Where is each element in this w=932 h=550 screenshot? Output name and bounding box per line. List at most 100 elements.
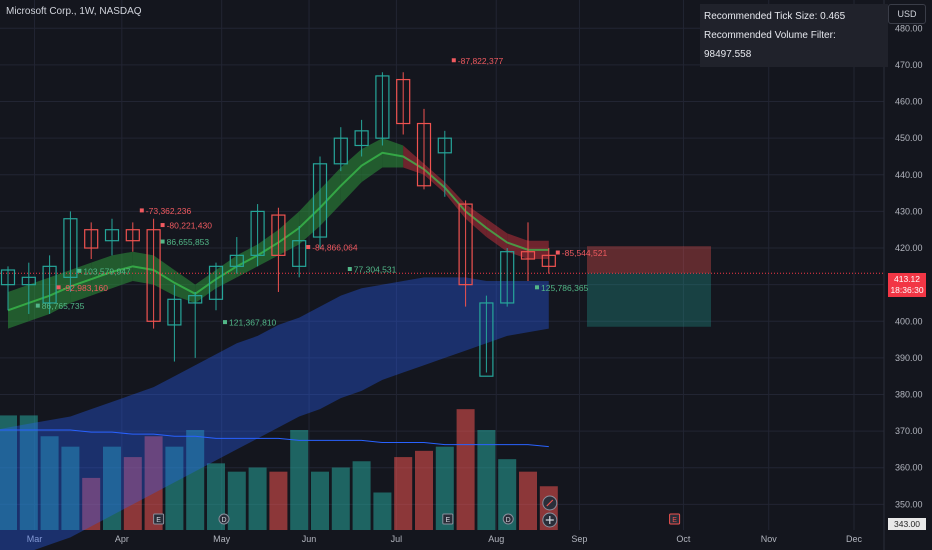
candle-body bbox=[500, 251, 515, 304]
candle-body bbox=[271, 214, 286, 256]
last-price-tag: 413.12 18:36:30 bbox=[888, 273, 926, 297]
volume-bar bbox=[394, 457, 413, 530]
event-marker: D bbox=[502, 513, 514, 525]
dividend-icon bbox=[502, 513, 514, 525]
candle-body bbox=[437, 137, 452, 154]
currency-button[interactable]: USD bbox=[888, 4, 926, 24]
y-tick-label: 440.00 bbox=[895, 170, 923, 180]
candle-body bbox=[84, 229, 99, 249]
annotation-marker bbox=[77, 268, 82, 273]
candle-body bbox=[312, 163, 328, 238]
event-marker-letter: E bbox=[156, 517, 161, 524]
annotation-marker bbox=[451, 58, 456, 63]
volume-bar bbox=[373, 492, 392, 530]
y-tick-label: 480.00 bbox=[895, 23, 923, 33]
y-tick-label: 390.00 bbox=[895, 353, 923, 363]
x-tick-label: Sep bbox=[571, 534, 587, 544]
event-marker-letter: D bbox=[221, 517, 226, 524]
event-marker: E bbox=[669, 513, 681, 525]
candle-body bbox=[21, 276, 36, 286]
slash-icon bbox=[546, 499, 554, 507]
volume-bar bbox=[123, 457, 142, 530]
y-tick-label: 380.00 bbox=[895, 390, 923, 400]
x-tick-label: May bbox=[213, 534, 231, 544]
short-ma-ribbon bbox=[174, 270, 196, 303]
annotation-marker bbox=[160, 239, 165, 244]
y-tick-label: 430.00 bbox=[895, 206, 923, 216]
volume-bar bbox=[186, 430, 205, 530]
y-tick-label: 450.00 bbox=[895, 133, 923, 143]
volume-bar bbox=[40, 436, 59, 530]
volume-bar bbox=[165, 446, 184, 530]
candle-body bbox=[188, 295, 203, 304]
candle-body bbox=[479, 302, 494, 377]
y-tick-label: 400.00 bbox=[895, 316, 923, 326]
volume-bar bbox=[477, 430, 496, 530]
annotation-label: 125,786,365 bbox=[541, 283, 589, 293]
stop-zone bbox=[587, 246, 711, 274]
event-marker: E bbox=[153, 513, 165, 525]
x-tick-label: Aug bbox=[488, 534, 504, 544]
candle-body bbox=[520, 251, 536, 260]
short-ma-ribbon bbox=[382, 138, 404, 168]
annotation-marker bbox=[223, 320, 227, 325]
annotation-marker bbox=[555, 250, 560, 255]
annotation-marker bbox=[139, 208, 144, 213]
candle-body bbox=[541, 254, 556, 267]
candle-body bbox=[63, 218, 78, 278]
short-ma-ribbon bbox=[278, 211, 300, 256]
target-zone bbox=[587, 273, 711, 327]
volume-bar bbox=[144, 436, 163, 530]
annotation-marker bbox=[56, 285, 61, 290]
volume-bar bbox=[248, 467, 267, 530]
volume-bar bbox=[290, 430, 309, 530]
annotation-label: 121,367,810 bbox=[229, 318, 277, 328]
volume-filter-text: Recommended Volume Filter: 98497.558 bbox=[704, 30, 836, 60]
candle-body bbox=[104, 229, 120, 242]
event-marker-letter: D bbox=[506, 517, 511, 524]
earnings-icon bbox=[442, 513, 454, 525]
earnings-icon bbox=[669, 513, 681, 525]
x-tick-label: Dec bbox=[846, 534, 863, 544]
annotation-marker bbox=[35, 303, 40, 308]
annotation-marker bbox=[160, 223, 165, 228]
candle-body bbox=[333, 137, 348, 165]
x-tick-label: Apr bbox=[115, 534, 129, 544]
recommendation-box: Recommended Tick Size: 0.465 Recommended… bbox=[700, 4, 888, 67]
annotation-label: -84,866,064 bbox=[312, 243, 358, 253]
bar-countdown: 18:36:30 bbox=[890, 285, 924, 295]
volume-bar bbox=[82, 477, 101, 530]
volume-bar bbox=[61, 446, 80, 530]
annotation-label: 103,579,947 bbox=[83, 266, 131, 276]
x-tick-label: Jul bbox=[391, 534, 403, 544]
y-tick-label: 370.00 bbox=[895, 426, 923, 436]
y-tick-label: 350.00 bbox=[895, 499, 923, 509]
y-tick-label: 460.00 bbox=[895, 97, 923, 107]
short-ma-ribbon bbox=[403, 145, 424, 175]
volume-bar bbox=[435, 446, 454, 530]
event-marker-letter: E bbox=[672, 517, 677, 524]
last-price: 413.12 bbox=[894, 274, 920, 284]
candle-body bbox=[42, 265, 57, 304]
candle-body bbox=[167, 298, 182, 326]
dividend-icon bbox=[218, 513, 230, 525]
candle-body bbox=[208, 265, 224, 300]
x-tick-label: Mar bbox=[27, 534, 43, 544]
annotation-marker bbox=[306, 245, 311, 250]
candle-body bbox=[229, 254, 244, 267]
candle-body bbox=[125, 229, 140, 242]
volume-bar bbox=[19, 415, 38, 530]
candle-body bbox=[354, 130, 369, 147]
event-marker: E bbox=[442, 513, 454, 525]
x-tick-label: Oct bbox=[676, 534, 691, 544]
symbol-title[interactable]: Microsoft Corp., 1W, NASDAQ bbox=[6, 6, 142, 17]
candle-body bbox=[458, 203, 473, 286]
annotation-label: -87,822,377 bbox=[458, 56, 504, 66]
annotation-label: -80,221,430 bbox=[167, 221, 213, 231]
candle-body bbox=[375, 75, 390, 139]
event-marker-letter: E bbox=[445, 517, 450, 524]
annotation-marker bbox=[347, 267, 352, 271]
annotation-label: 86,655,853 bbox=[167, 237, 210, 247]
